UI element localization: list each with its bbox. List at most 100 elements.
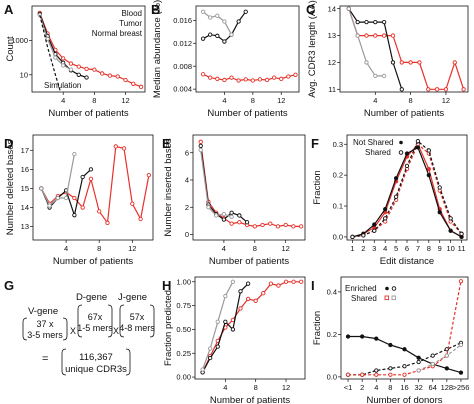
data-point-blood xyxy=(236,78,241,83)
times-symbol-1: X xyxy=(70,326,76,336)
y-tick-label: 12 xyxy=(328,58,336,67)
y-tick-label: 0.012 xyxy=(173,39,192,48)
x-tick-label: 4 xyxy=(383,244,387,253)
data-point-tumor xyxy=(221,217,227,222)
data-point-tumor xyxy=(437,185,442,190)
data-point-blood xyxy=(146,172,152,178)
data-point-blood xyxy=(364,33,369,38)
data-point-normal-breast xyxy=(47,203,52,208)
y-tick-label: 0.75 xyxy=(176,301,191,310)
x-tick-label: 128 xyxy=(441,383,454,392)
data-point-normal-breast xyxy=(215,13,220,18)
x-axis-label: Edit distance xyxy=(380,256,434,267)
data-point-blood xyxy=(279,76,284,81)
x-tick-label: 3 xyxy=(372,244,376,253)
panel-i: I <1 2 4 8 16 32 64 128 >256 0.0 0.2 0.4 Number of do… xyxy=(311,276,469,404)
data-point-blood xyxy=(283,279,289,284)
x-tick-label: 8 xyxy=(253,244,257,253)
legend-not-shared-marker xyxy=(399,140,403,145)
data-point-enriched xyxy=(416,355,421,360)
data-point-enriched xyxy=(345,334,351,339)
y-tick-label: 0 xyxy=(185,230,189,239)
data-point-blood xyxy=(268,221,273,226)
data-point-enriched xyxy=(388,342,393,348)
data-point-blood xyxy=(107,73,113,78)
data-point-normal-breast xyxy=(222,19,227,24)
data-point-blood xyxy=(123,77,128,83)
data-point-enriched xyxy=(458,370,464,375)
data-point-blood xyxy=(261,291,266,296)
data-point-tumor xyxy=(361,233,366,238)
data-point-normal-breast xyxy=(381,73,387,79)
data-point-tumor xyxy=(404,151,410,156)
data-point-shared xyxy=(430,361,435,367)
v-gene-count: 37 x xyxy=(36,319,54,329)
data-point-normal-breast xyxy=(364,60,369,65)
data-point-shared xyxy=(360,372,365,377)
data-point-tumor xyxy=(448,228,453,233)
data-point-tumor xyxy=(383,206,388,212)
data-point-tumor xyxy=(393,194,399,199)
data-point-shared xyxy=(416,368,421,373)
plot-frame xyxy=(32,134,154,241)
data-point-shared xyxy=(402,372,407,377)
data-point-blood xyxy=(222,77,227,83)
data-point-tumor xyxy=(426,172,431,178)
data-point-tumor xyxy=(459,231,464,236)
data-point-blood xyxy=(452,60,457,65)
x-tick-label: 4 xyxy=(64,244,68,253)
data-point-blood xyxy=(198,139,203,144)
unique-cdr3-total: 116,367 xyxy=(79,352,113,363)
data-point-blood xyxy=(138,84,144,89)
panel-g-diagram: G V-gene D-gene J-gene 37 x 3-5 mers X 6… xyxy=(4,278,155,376)
x-tick-label: 64 xyxy=(429,383,437,392)
data-point-blood xyxy=(208,75,213,80)
y-tick-label: 0.2 xyxy=(333,171,343,180)
data-point-normal-breast xyxy=(221,211,227,217)
data-point-tumor xyxy=(399,87,404,92)
data-point-blood xyxy=(283,222,288,228)
y-tick-label: 0.50 xyxy=(176,325,191,334)
y-tick-label: 0.3 xyxy=(333,140,343,149)
y-tick-label: 0.0 xyxy=(333,233,343,242)
data-point-normal-breast xyxy=(63,195,69,201)
x-axis-label: Number of patients xyxy=(210,395,291,404)
x-tick-label: 32 xyxy=(414,383,422,392)
result-brace-right xyxy=(125,348,131,376)
data-point-normal-breast xyxy=(373,73,378,79)
series-group xyxy=(346,6,466,92)
data-point-normal-breast xyxy=(45,36,50,42)
data-point-tumor xyxy=(437,210,442,215)
series-group xyxy=(350,139,464,240)
data-point-blood xyxy=(275,224,281,229)
equals-symbol: = xyxy=(42,353,48,365)
y-axis-label: Fraction predicted xyxy=(163,290,174,366)
data-point-blood xyxy=(238,306,243,311)
data-point-tumor xyxy=(245,281,251,286)
data-point-normal-breast xyxy=(355,33,360,38)
x-tick-label: 7 xyxy=(416,244,420,253)
x-tick-label: 2 xyxy=(361,244,365,253)
y-tick-label: 0.1 xyxy=(333,202,343,211)
y-axis-label: Fraction xyxy=(312,170,323,204)
series-line-shared xyxy=(418,344,462,372)
data-point-blood xyxy=(131,81,136,86)
data-point-tumor xyxy=(223,319,228,324)
y-tick-label: 0.2 xyxy=(327,330,337,339)
x-tick-label: 9 xyxy=(438,244,442,253)
legend-shared-marker xyxy=(384,295,390,301)
data-point-tumor xyxy=(350,234,355,240)
x-axis-label: Number of patients xyxy=(53,256,134,267)
y-axis-label: Median abundance (%) xyxy=(152,0,163,98)
y-tick-label: 0.016 xyxy=(173,16,192,25)
series-line-blood xyxy=(202,281,302,373)
x-tick-label: 4 xyxy=(61,96,65,105)
data-point-blood xyxy=(68,61,74,66)
data-point-blood xyxy=(99,71,105,76)
series-line-blood xyxy=(40,145,150,225)
y-tick-label: 0.004 xyxy=(173,85,192,94)
series-line-normal-breast xyxy=(39,14,72,71)
data-point-tumor xyxy=(72,213,77,218)
data-point-normal-breast xyxy=(229,32,234,37)
x-tick-label: 12 xyxy=(277,96,285,105)
